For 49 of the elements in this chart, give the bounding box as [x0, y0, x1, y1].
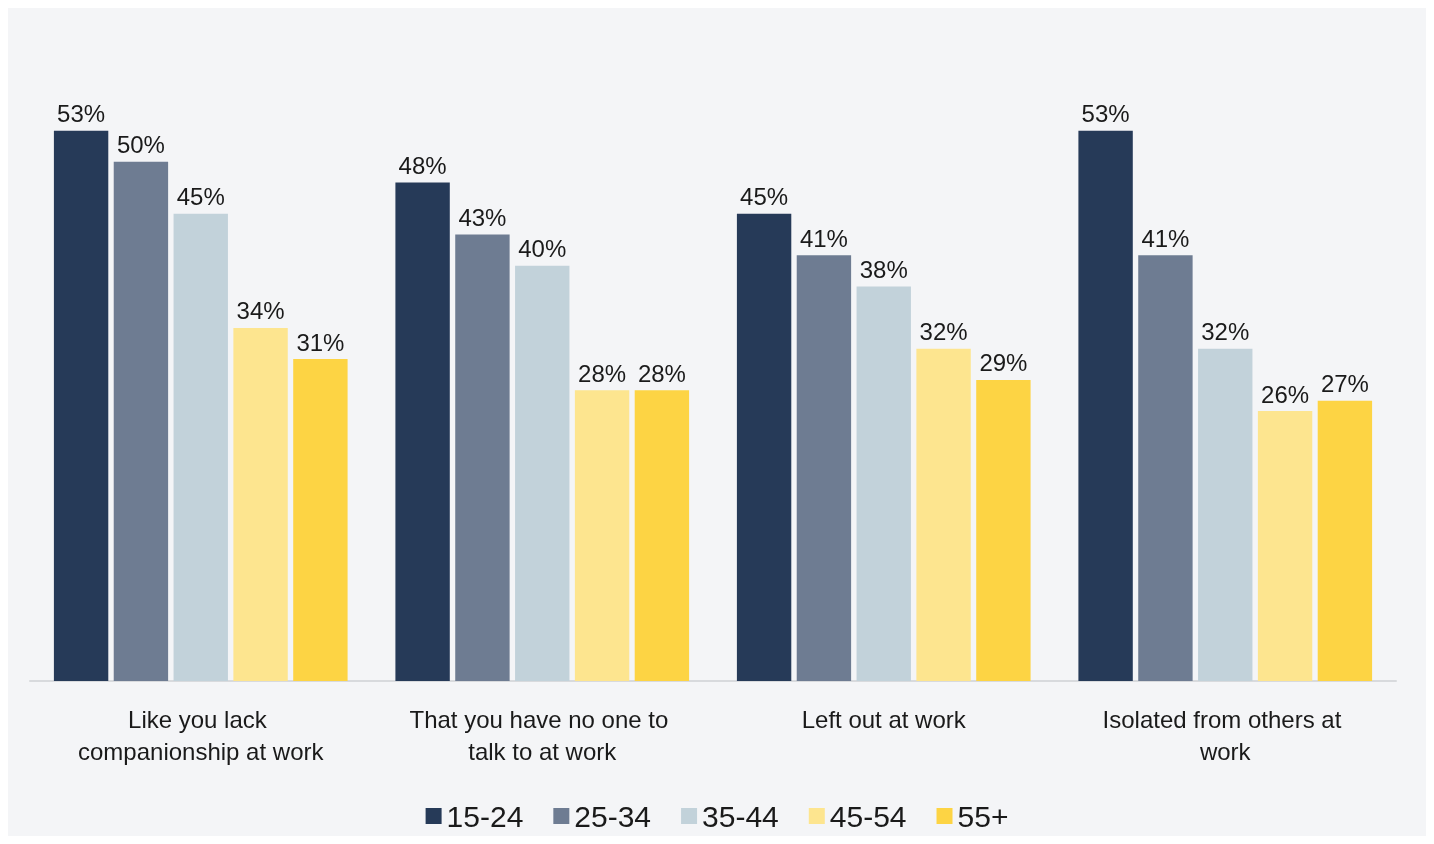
bar: [1198, 348, 1253, 681]
data-label: 41%: [799, 224, 848, 252]
data-label: 27%: [1320, 370, 1369, 398]
data-label: 34%: [236, 297, 285, 325]
bar: [53, 130, 109, 681]
bar: [293, 359, 348, 681]
data-label: 45%: [740, 183, 789, 211]
x-tick-label: That you have no one to talk to at work: [409, 705, 676, 765]
bar: [1078, 130, 1133, 681]
bar: [395, 182, 450, 681]
data-label: 29%: [979, 349, 1028, 377]
legend-label: 45-54: [829, 799, 907, 833]
bar: [173, 213, 228, 681]
x-tick-label: Isolated from others at work: [1102, 705, 1348, 765]
data-label: 32%: [1201, 318, 1250, 346]
data-label: 28%: [578, 359, 627, 387]
data-label: 50%: [116, 131, 165, 159]
legend-label: 55+: [957, 799, 1009, 833]
bar: [113, 161, 169, 681]
data-label: 53%: [57, 100, 106, 128]
data-label: 45%: [176, 183, 225, 211]
bar: [1138, 255, 1193, 681]
data-label: 48%: [398, 152, 447, 180]
bar: [796, 255, 852, 681]
legend-label: 25-34: [574, 799, 652, 833]
bar: [455, 234, 510, 681]
bar: [574, 390, 630, 681]
x-tick-label: Like you lack companionship at work: [78, 705, 325, 765]
bar: [856, 286, 911, 681]
legend-label: 15-24: [446, 799, 524, 833]
bar: [233, 327, 288, 681]
bar: [515, 265, 570, 681]
bar: [976, 379, 1031, 681]
data-label: 40%: [518, 235, 567, 263]
data-label: 26%: [1261, 380, 1310, 408]
data-label: 38%: [859, 255, 908, 283]
data-label: 32%: [919, 318, 968, 346]
data-label: 31%: [296, 328, 345, 356]
data-label: 41%: [1141, 224, 1190, 252]
x-tick-label: Left out at work: [801, 705, 967, 733]
bar: [634, 390, 690, 681]
data-label: 43%: [458, 204, 507, 232]
bar: [1257, 411, 1313, 681]
bar: [1317, 400, 1373, 681]
bar: [916, 348, 971, 681]
legend-label: 35-44: [702, 799, 779, 833]
data-label: 53%: [1081, 100, 1130, 128]
bar: [736, 213, 792, 681]
data-label: 28%: [637, 359, 686, 387]
